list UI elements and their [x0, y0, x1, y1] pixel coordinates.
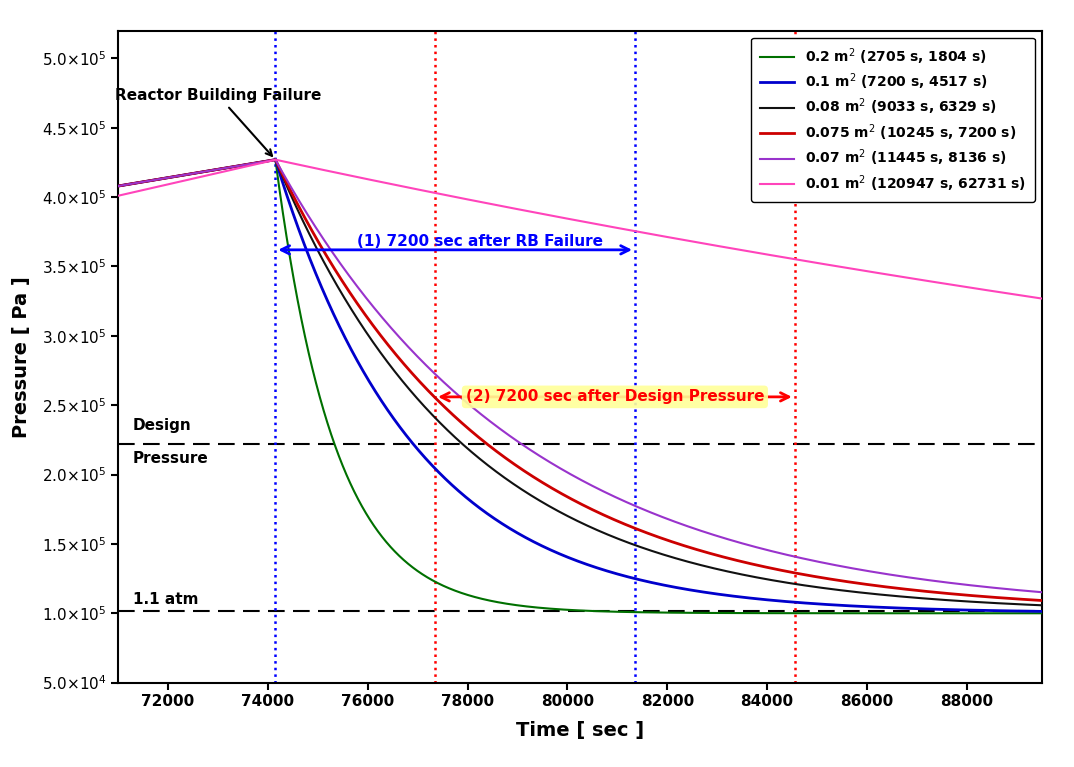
X-axis label: Time [ sec ]: Time [ sec ]	[516, 720, 644, 739]
Y-axis label: Pressure [ Pa ]: Pressure [ Pa ]	[12, 276, 30, 437]
Text: Pressure: Pressure	[133, 451, 208, 466]
Text: Reactor Building Failure: Reactor Building Failure	[115, 87, 321, 156]
Text: 1.1 atm: 1.1 atm	[133, 592, 199, 607]
Text: (2) 7200 sec after Design Pressure: (2) 7200 sec after Design Pressure	[466, 390, 765, 404]
Legend: 0.2 m$^2$ (2705 s, 1804 s), 0.1 m$^2$ (7200 s, 4517 s), 0.08 m$^2$ (9033 s, 6329: 0.2 m$^2$ (2705 s, 1804 s), 0.1 m$^2$ (7…	[752, 38, 1035, 202]
Text: (1) 7200 sec after RB Failure: (1) 7200 sec after RB Failure	[358, 234, 604, 249]
Text: Design: Design	[133, 418, 192, 433]
